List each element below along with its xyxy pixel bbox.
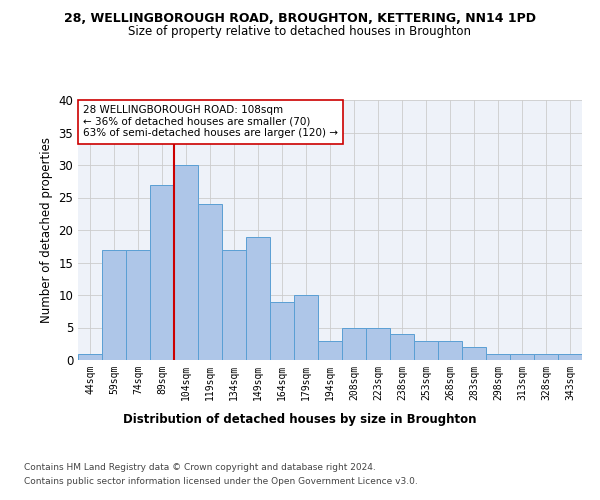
Bar <box>438 340 462 360</box>
Bar <box>102 250 126 360</box>
Text: Contains HM Land Registry data © Crown copyright and database right 2024.: Contains HM Land Registry data © Crown c… <box>24 462 376 471</box>
Bar <box>246 236 270 360</box>
Bar <box>222 250 246 360</box>
Y-axis label: Number of detached properties: Number of detached properties <box>40 137 53 323</box>
Bar <box>486 354 510 360</box>
Bar <box>174 165 198 360</box>
Bar <box>78 354 102 360</box>
Text: Contains public sector information licensed under the Open Government Licence v3: Contains public sector information licen… <box>24 478 418 486</box>
Text: Size of property relative to detached houses in Broughton: Size of property relative to detached ho… <box>128 25 472 38</box>
Bar <box>390 334 414 360</box>
Bar <box>534 354 558 360</box>
Bar <box>126 250 150 360</box>
Bar <box>198 204 222 360</box>
Bar <box>558 354 582 360</box>
Bar <box>462 347 486 360</box>
Bar <box>510 354 534 360</box>
Text: 28 WELLINGBOROUGH ROAD: 108sqm
← 36% of detached houses are smaller (70)
63% of : 28 WELLINGBOROUGH ROAD: 108sqm ← 36% of … <box>83 105 338 138</box>
Bar <box>294 295 318 360</box>
Bar <box>150 184 174 360</box>
Bar <box>366 328 390 360</box>
Text: Distribution of detached houses by size in Broughton: Distribution of detached houses by size … <box>123 412 477 426</box>
Text: 28, WELLINGBOROUGH ROAD, BROUGHTON, KETTERING, NN14 1PD: 28, WELLINGBOROUGH ROAD, BROUGHTON, KETT… <box>64 12 536 26</box>
Bar <box>318 340 342 360</box>
Bar <box>270 302 294 360</box>
Bar <box>342 328 366 360</box>
Bar <box>414 340 438 360</box>
